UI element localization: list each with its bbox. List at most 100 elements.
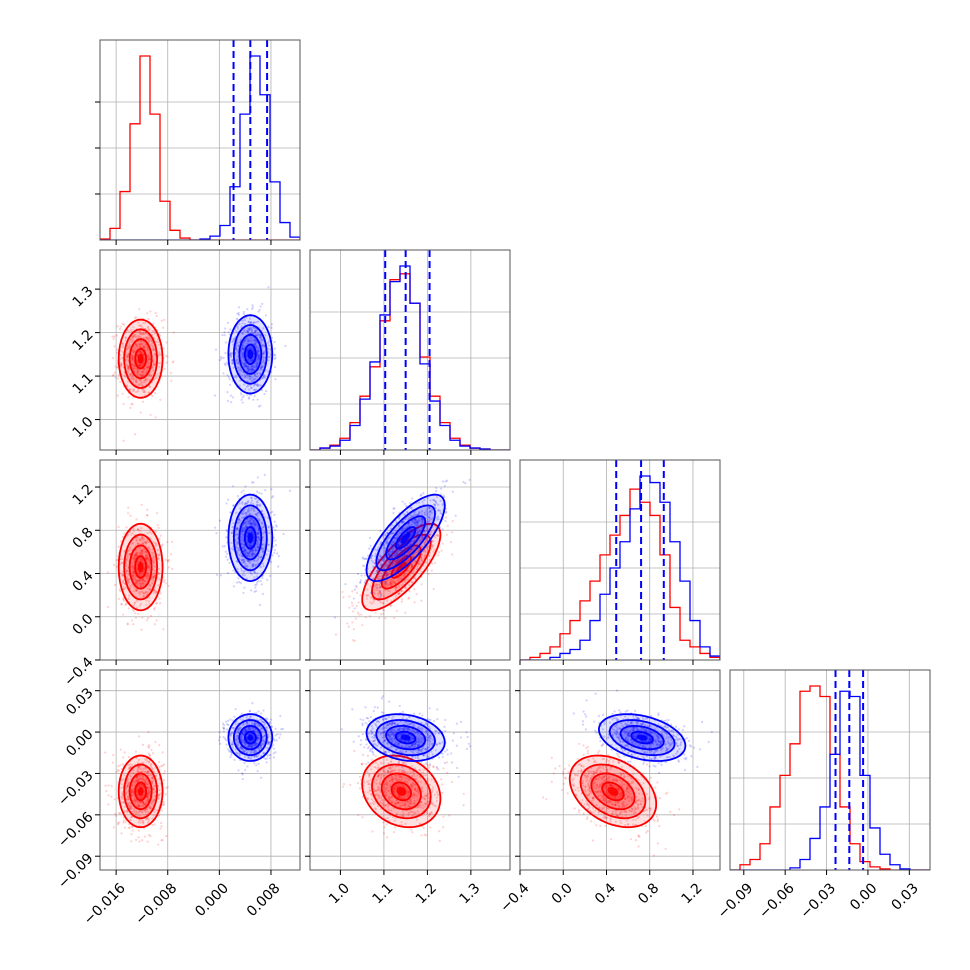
red-scatter-point [409,567,412,571]
red-scatter-point [395,609,398,612]
blue-scatter-point [247,500,250,503]
red-scatter-point [127,366,131,369]
blue-scatter-point [225,536,228,539]
blue-scatter-point [390,554,393,558]
red-scatter-point [423,511,426,514]
red-scatter-point [152,369,155,372]
red-scatter-point [152,579,155,582]
red-scatter-point [131,565,134,568]
blue-scatter-point [229,394,233,397]
red-scatter-point [386,573,389,576]
blue-scatter-point [372,569,375,572]
blue-scatter-point [264,314,268,317]
blue-scatter-point [230,352,233,355]
panel-1-1 [309,249,511,455]
red-scatter-point [140,590,143,593]
red-scatter-point [378,589,381,592]
blue-scatter-point [432,498,435,502]
blue-scatter-point [226,321,229,324]
blue-scatter-point [389,543,392,546]
blue-scatter-point [258,491,261,494]
blue-scatter-point [252,563,255,566]
red-scatter-point [413,601,416,604]
blue-scatter-point [390,556,393,559]
blue-scatter-point [255,523,258,526]
red-scatter-point [140,332,144,335]
red-scatter-point [133,364,136,367]
blue-scatter-point [249,549,252,552]
red-scatter-point [411,554,414,557]
blue-scatter-point [248,328,251,332]
red-scatter-point [122,598,125,601]
blue-scatter-point [387,549,391,552]
blue-scatter-point [241,347,244,350]
red-scatter-point [132,529,135,532]
red-scatter-point [376,576,380,580]
blue-scatter-point [392,544,395,548]
blue-scatter-point [250,496,253,499]
red-scatter-point [370,596,373,599]
red-scatter-point [134,335,137,338]
blue-scatter-point [406,544,409,548]
red-scatter-point [135,553,139,557]
y-tick-label: 1.2 [70,481,97,508]
red-scatter-point [400,584,403,587]
blue-scatter-point [408,517,411,520]
blue-scatter-point [246,554,249,557]
blue-scatter-point [230,541,233,545]
red-scatter-point [148,336,152,339]
red-scatter-point [142,548,146,551]
red-scatter-point [107,803,110,806]
red-scatter-point [131,358,134,361]
blue-scatter-point [240,354,244,357]
red-scatter-point [394,560,397,563]
blue-scatter-point [230,401,233,404]
red-scatter-point [121,535,124,539]
red-scatter-point [151,330,154,333]
blue-scatter-point [261,366,264,369]
red-scatter-point [153,529,156,532]
blue-scatter-point [251,359,254,363]
red-scatter-point [146,555,149,558]
blue-scatter-point [383,546,386,549]
blue-scatter-point [250,328,253,331]
red-scatter-point [417,519,420,522]
red-scatter-point [373,585,376,588]
blue-scatter-point [229,352,233,355]
red-scatter-point [414,578,417,581]
red-scatter-point [397,558,400,561]
red-scatter-point [158,353,161,356]
red-scatter-point [142,592,145,595]
red-scatter-point [351,621,354,624]
blue-scatter-point [225,502,228,505]
blue-scatter-point [262,356,265,359]
blue-scatter-point [417,513,420,516]
red-scatter-point [144,378,147,381]
blue-scatter-point [240,530,243,534]
red-scatter-point [391,555,394,559]
blue-scatter-point [256,350,260,354]
blue-scatter-point [215,532,218,535]
blue-scatter-point [250,329,253,332]
blue-scatter-point [245,555,248,558]
red-scatter-point [151,824,154,827]
blue-scatter-point [250,522,253,525]
red-scatter-point [114,365,117,368]
red-scatter-point [408,552,411,555]
red-scatter-point [398,557,401,560]
blue-scatter-point [381,558,384,561]
red-scatter-point [431,544,434,547]
blue-scatter-point [383,556,386,560]
red-contour [361,522,442,612]
red-contour [117,318,164,399]
red-scatter-point [148,531,151,534]
blue-scatter-point [359,579,362,582]
red-scatter-point [138,364,142,367]
red-scatter-point [142,332,146,335]
blue-scatter-point [420,517,423,520]
red-scatter-point [148,337,151,341]
blue-scatter-point [401,528,404,531]
red-scatter-point [147,336,150,339]
red-scatter-point [132,377,135,380]
blue-scatter-point [434,503,437,506]
